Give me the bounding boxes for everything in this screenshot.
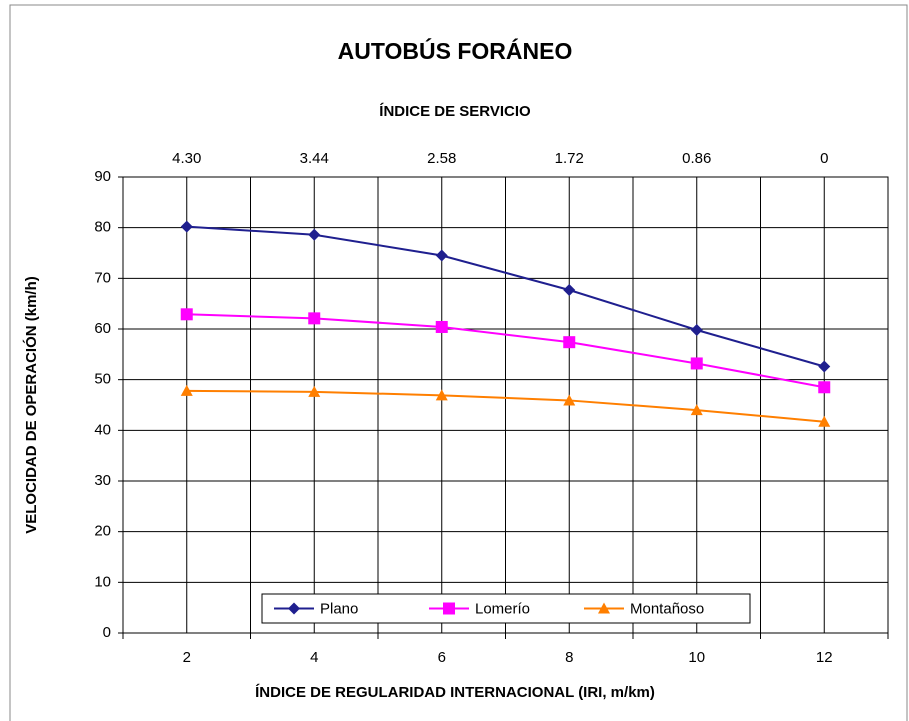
series-line xyxy=(186,389,825,423)
marker xyxy=(818,415,831,427)
marker xyxy=(435,389,448,401)
legend-label: Lomerío xyxy=(475,600,530,617)
y-tick-label: 40 xyxy=(94,421,111,438)
y-axis-title: VELOCIDAD DE OPERACIÓN (km/h) xyxy=(22,276,40,534)
marker xyxy=(690,357,703,370)
marker xyxy=(598,602,610,614)
legend-label: Montañoso xyxy=(630,600,704,617)
top-tick-label: 0.86 xyxy=(682,150,711,167)
legend-label: Plano xyxy=(320,600,358,617)
x-tick-label: 6 xyxy=(438,649,446,666)
y-tick-label: 30 xyxy=(94,472,111,489)
x-tick-label: 2 xyxy=(183,649,191,666)
x-tick-label: 8 xyxy=(565,649,573,666)
marker xyxy=(435,249,448,262)
marker xyxy=(435,320,448,333)
chart-title: AUTOBÚS FORÁNEO xyxy=(338,37,573,64)
top-tick-label: 4.30 xyxy=(172,150,201,167)
top-tick-label: 0 xyxy=(820,150,828,167)
top-tick-label: 2.58 xyxy=(427,150,456,167)
marker xyxy=(308,312,321,325)
x-tick-label: 10 xyxy=(688,649,705,666)
marker xyxy=(288,602,300,615)
marker xyxy=(563,394,576,406)
top-tick-label: 1.72 xyxy=(555,150,584,167)
y-tick-label: 0 xyxy=(103,624,111,641)
top-axis-title: ÍNDICE DE SERVICIO xyxy=(379,103,531,120)
y-tick-label: 90 xyxy=(94,168,111,185)
y-tick-label: 60 xyxy=(94,320,111,337)
marker xyxy=(308,228,321,241)
marker xyxy=(563,336,576,349)
marker xyxy=(818,381,831,394)
marker xyxy=(690,404,703,416)
y-tick-label: 50 xyxy=(94,371,111,388)
x-tick-label: 12 xyxy=(816,649,833,666)
top-tick-label: 3.44 xyxy=(300,150,329,167)
marker xyxy=(308,385,321,397)
x-tick-label: 4 xyxy=(310,649,318,666)
marker xyxy=(818,360,831,373)
series-line xyxy=(186,313,825,389)
marker xyxy=(180,308,193,321)
marker xyxy=(690,324,703,337)
marker xyxy=(180,384,193,396)
y-tick-label: 20 xyxy=(94,523,111,540)
marker xyxy=(563,283,576,296)
legend xyxy=(261,593,751,624)
series-line xyxy=(186,225,825,368)
marker xyxy=(443,602,455,615)
y-tick-label: 80 xyxy=(94,219,111,236)
x-axis-title: ÍNDICE DE REGULARIDAD INTERNACIONAL (IRI… xyxy=(255,684,655,701)
marker xyxy=(180,220,193,233)
y-tick-label: 70 xyxy=(94,269,111,286)
y-tick-label: 10 xyxy=(94,573,111,590)
